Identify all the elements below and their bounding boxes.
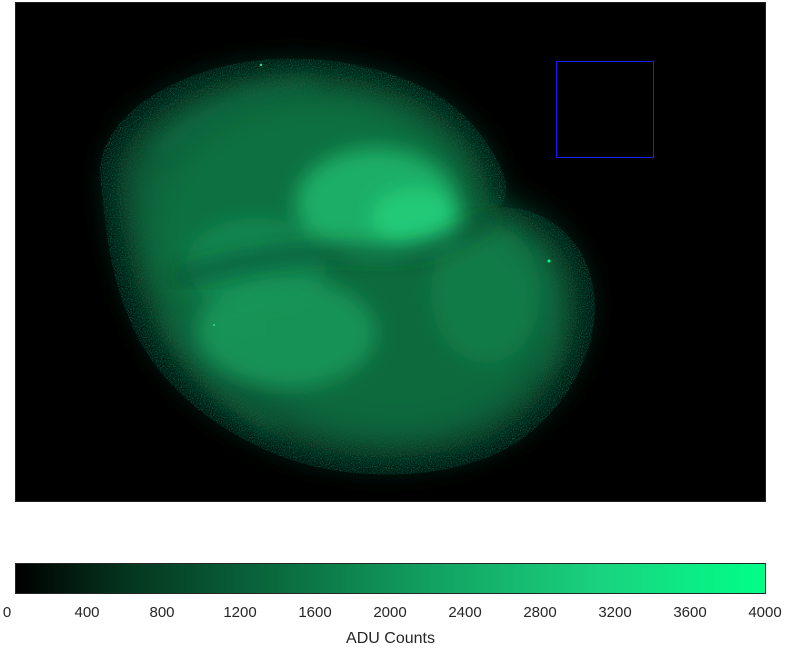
colorbar-tick-label: 1600 — [298, 604, 332, 621]
colorbar-tick-label: 0 — [2, 604, 12, 621]
image-panel[interactable] — [15, 2, 766, 502]
colorbar-tick-label: 2800 — [523, 604, 557, 621]
colorbar-tick-label: 2000 — [373, 604, 407, 621]
colorbar-tick-label: 4000 — [748, 604, 782, 621]
colorbar-tick-label: 400 — [74, 604, 100, 621]
colorbar — [15, 563, 766, 594]
colorbar-label: ADU Counts — [346, 630, 435, 647]
nebula-image — [100, 58, 595, 475]
colorbar-tick-label: 800 — [149, 604, 175, 621]
colorbar-tick-label: 2400 — [448, 604, 482, 621]
colorbar-tick-label: 3600 — [673, 604, 707, 621]
selection-rectangle[interactable] — [556, 61, 654, 158]
colorbar-ticks: 0 400 800 1200 1600 2000 2400 2800 3200 … — [3, 604, 782, 626]
colorbar-tick-label: 1200 — [223, 604, 257, 621]
colorbar-tick-label: 3200 — [598, 604, 632, 621]
